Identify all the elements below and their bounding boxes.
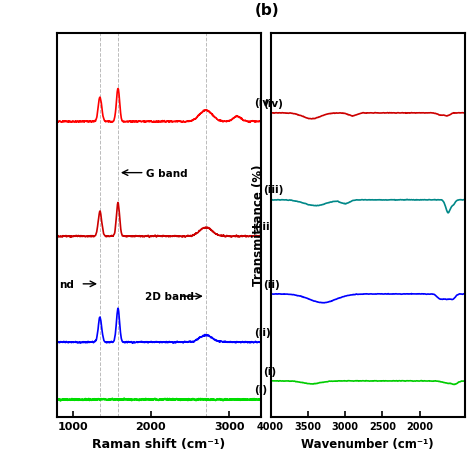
Text: 2D band: 2D band	[145, 292, 193, 302]
Text: (iv): (iv)	[263, 99, 283, 109]
Text: (b): (b)	[255, 3, 279, 18]
Text: (iii): (iii)	[263, 185, 283, 195]
Text: (ii): (ii)	[255, 328, 271, 337]
X-axis label: Raman shift (cm⁻¹): Raman shift (cm⁻¹)	[92, 438, 225, 450]
Text: G band: G band	[146, 169, 188, 179]
Text: (ii): (ii)	[263, 280, 280, 290]
Text: (iv): (iv)	[255, 98, 274, 108]
Text: (i): (i)	[263, 366, 276, 376]
Text: (iii): (iii)	[255, 222, 275, 232]
Text: (i): (i)	[255, 385, 267, 395]
Text: nd: nd	[59, 280, 74, 290]
Y-axis label: Transmittance (%): Transmittance (%)	[252, 164, 265, 286]
X-axis label: Wavenumber (cm⁻¹): Wavenumber (cm⁻¹)	[301, 438, 434, 450]
